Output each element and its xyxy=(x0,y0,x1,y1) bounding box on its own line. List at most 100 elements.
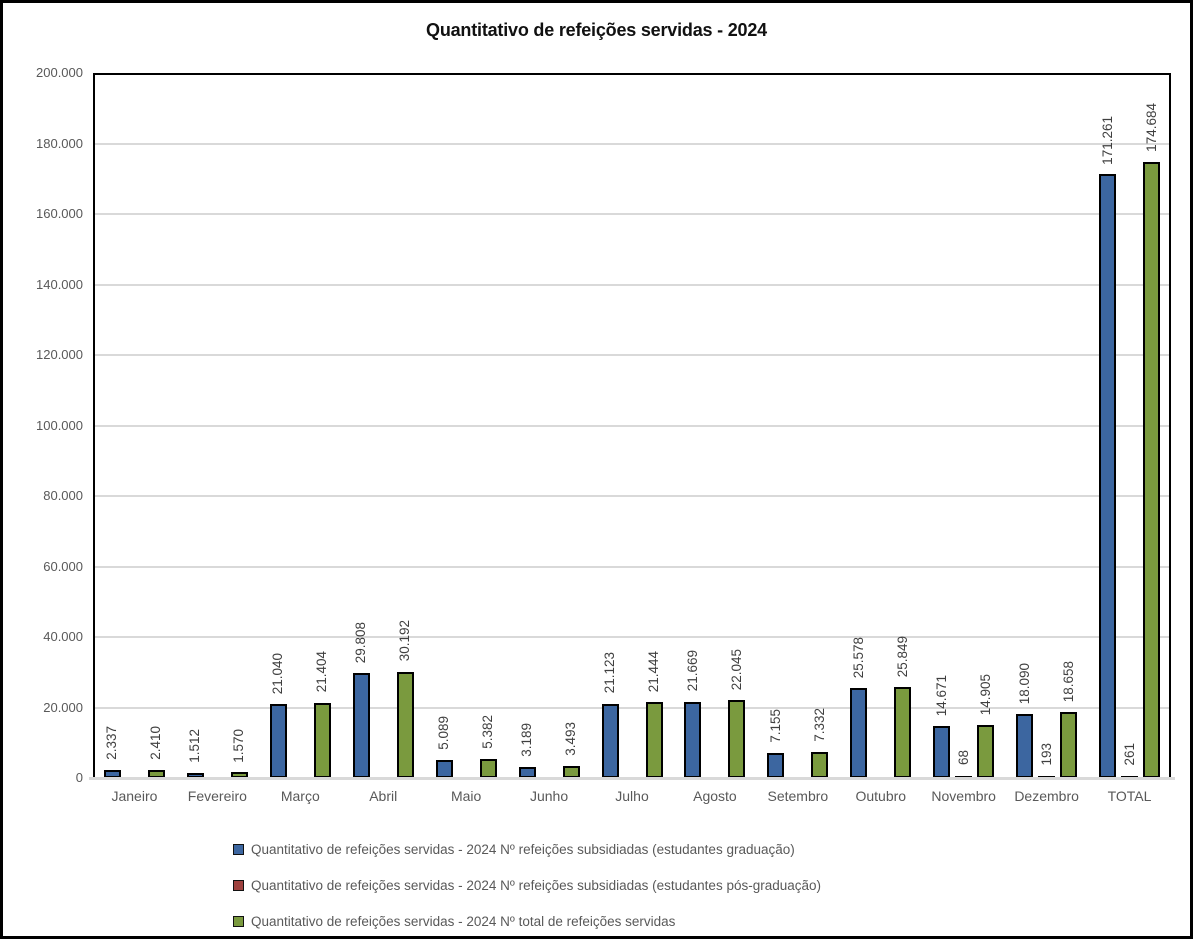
legend-item-pos-graduacao[interactable]: Quantitativo de refeições servidas - 202… xyxy=(233,867,821,903)
bar-total-maio[interactable] xyxy=(479,759,497,778)
bar-graduacao-julho[interactable] xyxy=(601,703,619,778)
bar-value-label: 25.849 xyxy=(894,635,910,677)
x-axis-label-marco: Março xyxy=(280,788,320,804)
gridline xyxy=(93,495,1171,497)
bar-value-label: 14.671 xyxy=(933,675,949,717)
legend-label: Quantitativo de refeições servidas - 202… xyxy=(251,877,821,893)
bar-value-label: 21.444 xyxy=(646,651,661,693)
bar-total-janeiro[interactable] xyxy=(147,769,165,778)
x-axis-label-novembro: Novembro xyxy=(931,788,996,804)
bar-value-label: 25.578 xyxy=(850,636,866,678)
legend-marker-graduacao xyxy=(233,843,244,855)
bar-value-label: 5.382 xyxy=(480,715,496,750)
x-axis-label-abril: Abril xyxy=(369,788,398,804)
y-axis-tick-label: 140.000 xyxy=(36,276,83,292)
legend-marker-total xyxy=(233,915,244,927)
bar-value-label: 21.040 xyxy=(270,652,286,694)
bar-value-label: 7.155 xyxy=(767,708,783,743)
bar-graduacao-marco[interactable] xyxy=(269,703,287,778)
bar-graduacao-total[interactable] xyxy=(1099,174,1117,778)
gridline xyxy=(93,213,1171,215)
bar-graduacao-janeiro[interactable] xyxy=(103,769,121,778)
legend: Quantitativo de refeições servidas - 202… xyxy=(233,831,821,936)
bar-value-label: 193 xyxy=(1038,742,1054,766)
gridline xyxy=(93,424,1171,427)
y-axis-tick-label: 100.000 xyxy=(36,417,83,433)
bar-value-label: 18.658 xyxy=(1060,660,1076,703)
y-axis-tick-label: 40.000 xyxy=(43,629,83,644)
chart-title: Quantitativo de refeições servidas - 202… xyxy=(426,20,767,40)
bar-graduacao-junho[interactable] xyxy=(518,766,536,778)
bar-graduacao-dezembro[interactable] xyxy=(1016,714,1034,778)
bar-value-label: 21.669 xyxy=(684,650,700,692)
y-axis-tick-label: 180.000 xyxy=(36,135,83,151)
x-axis-label-julho: Julho xyxy=(615,788,649,804)
bar-value-label: 1.570 xyxy=(231,728,247,763)
legend-item-total[interactable]: Quantitativo de refeições servidas - 202… xyxy=(233,903,821,936)
bar-value-label: 7.332 xyxy=(811,708,827,743)
bar-total-total[interactable] xyxy=(1143,162,1161,778)
bar-total-marco[interactable] xyxy=(313,702,331,778)
x-axis-label-setembro: Setembro xyxy=(767,788,829,804)
gridline xyxy=(93,636,1171,638)
bar-value-label: 3.189 xyxy=(519,722,535,757)
x-axis-label-fevereiro: Fevereiro xyxy=(187,788,247,804)
bar-graduacao-outubro[interactable] xyxy=(850,687,868,778)
bar-value-label: 5.089 xyxy=(436,716,452,751)
gridline xyxy=(93,283,1171,286)
bar-total-junho[interactable] xyxy=(562,765,580,778)
bar-value-label: 30.192 xyxy=(397,620,413,662)
bar-value-label: 29.808 xyxy=(353,621,369,663)
bar-graduacao-fevereiro[interactable] xyxy=(186,772,204,778)
y-axis-tick-label: 160.000 xyxy=(36,206,83,221)
bar-total-julho[interactable] xyxy=(645,702,663,778)
y-axis-tick-label: 0 xyxy=(75,770,83,785)
bar-total-novembro[interactable] xyxy=(977,725,995,778)
bar-value-label: 2.337 xyxy=(104,725,120,760)
legend-item-graduacao[interactable]: Quantitativo de refeições servidas - 202… xyxy=(233,831,821,867)
bar-value-label: 261 xyxy=(1121,742,1137,766)
bar-graduacao-novembro[interactable] xyxy=(933,726,951,778)
x-axis-label-maio: Maio xyxy=(450,788,482,804)
bar-graduacao-abril[interactable] xyxy=(352,672,370,778)
bar-value-label: 3.493 xyxy=(563,721,579,756)
y-axis-tick-label: 80.000 xyxy=(43,488,83,503)
gridline xyxy=(93,142,1171,145)
bar-value-label: 18.090 xyxy=(1016,662,1032,705)
bar-value-label: 2.410 xyxy=(148,725,164,760)
gridline xyxy=(93,354,1171,356)
bar-total-abril[interactable] xyxy=(396,671,414,778)
x-axis-label-dezembro: Dezembro xyxy=(1014,788,1079,804)
bar-value-label: 171.261 xyxy=(1099,115,1115,165)
bar-total-setembro[interactable] xyxy=(811,752,829,778)
bar-value-label: 14.905 xyxy=(977,674,993,716)
gridline xyxy=(93,565,1171,568)
bar-total-agosto[interactable] xyxy=(728,700,746,778)
bar-value-label: 174.684 xyxy=(1143,103,1159,153)
legend-label: Quantitativo de refeições servidas - 202… xyxy=(251,913,676,929)
bar-value-label: 1.512 xyxy=(187,728,203,763)
x-axis-label-junho: Junho xyxy=(529,788,569,804)
y-axis-tick-label: 120.000 xyxy=(36,347,83,362)
y-axis-tick-label: 60.000 xyxy=(43,558,83,574)
bar-graduacao-maio[interactable] xyxy=(435,760,453,778)
x-axis-line xyxy=(89,777,1175,780)
x-axis-label-agosto: Agosto xyxy=(693,788,737,804)
legend-label: Quantitativo de refeições servidas - 202… xyxy=(251,841,795,857)
x-axis-label-janeiro: Janeiro xyxy=(111,788,158,804)
bar-total-dezembro[interactable] xyxy=(1060,712,1078,778)
y-axis-tick-label: 20.000 xyxy=(43,699,83,715)
bar-total-outubro[interactable] xyxy=(894,686,912,778)
bar-value-label: 22.045 xyxy=(728,649,744,691)
x-axis-label-outubro: Outubro xyxy=(855,788,907,804)
legend-marker-pos-graduacao xyxy=(233,879,244,891)
bar-value-label: 68 xyxy=(955,750,971,766)
gridline xyxy=(93,706,1171,709)
bar-value-label: 21.404 xyxy=(314,651,330,693)
bar-value-label: 21.123 xyxy=(602,652,617,694)
y-axis-tick-label: 200.000 xyxy=(36,65,83,80)
bar-graduacao-agosto[interactable] xyxy=(684,701,702,778)
bar-graduacao-setembro[interactable] xyxy=(767,752,785,778)
x-axis-label-total: TOTAL xyxy=(1107,788,1152,804)
